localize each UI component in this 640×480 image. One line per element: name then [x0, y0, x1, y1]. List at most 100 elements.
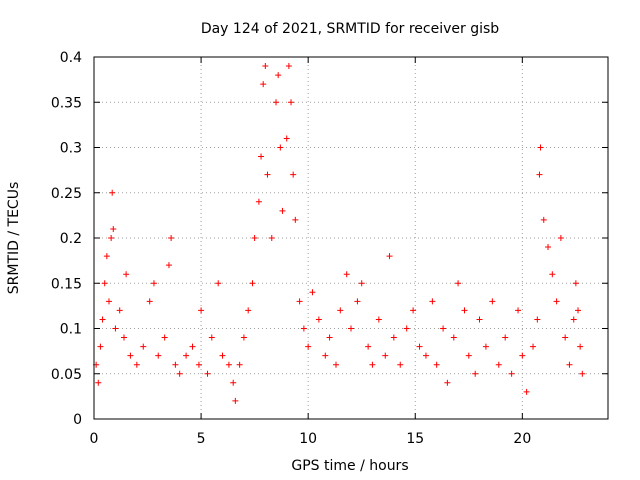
- data-point: [375, 316, 382, 323]
- data-point: [508, 370, 515, 377]
- data-point: [296, 298, 303, 305]
- data-point: [273, 99, 280, 106]
- data-point: [183, 352, 190, 359]
- data-point: [403, 325, 410, 332]
- data-point: [322, 352, 329, 359]
- data-point: [255, 198, 262, 205]
- data-point: [260, 81, 267, 88]
- data-point: [236, 361, 243, 368]
- data-point: [133, 361, 140, 368]
- data-point: [268, 235, 275, 241]
- data-point: [476, 316, 483, 323]
- data-point: [300, 325, 307, 332]
- data-point: [343, 271, 350, 278]
- data-point: [283, 135, 290, 142]
- data-point: [410, 307, 417, 314]
- y-tick-label: 0.2: [60, 231, 82, 247]
- data-point: [103, 253, 110, 260]
- data-point: [455, 280, 462, 287]
- x-tick-label: 0: [90, 431, 99, 447]
- data-point: [189, 343, 196, 350]
- data-point: [120, 334, 127, 341]
- y-tick-label: 0.3: [60, 141, 82, 157]
- data-point: [275, 72, 282, 79]
- data-point: [176, 370, 183, 377]
- data-point: [292, 216, 299, 223]
- data-point: [108, 235, 115, 241]
- data-point: [195, 361, 202, 368]
- data-point: [553, 298, 560, 305]
- data-point: [572, 280, 579, 287]
- data-point: [523, 388, 530, 395]
- data-point: [161, 334, 168, 341]
- data-point: [198, 307, 205, 314]
- x-tick-label: 5: [197, 431, 206, 447]
- data-point: [123, 271, 130, 278]
- data-point: [579, 370, 586, 377]
- data-point: [309, 289, 316, 296]
- axis-ticks: [93, 56, 608, 420]
- data-point: [575, 307, 582, 314]
- x-tick-labels: 0 5 10 15 20: [90, 431, 532, 447]
- y-tick-label: 0.05: [51, 367, 82, 383]
- x-tick-label: 15: [406, 431, 424, 447]
- data-point: [116, 307, 123, 314]
- data-point: [416, 343, 423, 350]
- data-point: [168, 235, 175, 241]
- data-point: [440, 325, 447, 332]
- data-point: [358, 280, 365, 287]
- data-point: [288, 99, 295, 106]
- data-point: [444, 379, 451, 386]
- data-point: [225, 361, 232, 368]
- data-point: [337, 307, 344, 314]
- data-point: [537, 144, 544, 151]
- data-point: [549, 271, 556, 278]
- grid-lines: [94, 57, 608, 419]
- data-point: [99, 316, 106, 323]
- data-point: [232, 397, 239, 404]
- data-point: [109, 189, 116, 196]
- data-point: [495, 361, 502, 368]
- data-point: [326, 334, 333, 341]
- data-point: [215, 280, 222, 287]
- x-axis-label: GPS time / hours: [291, 458, 408, 474]
- data-point: [557, 235, 564, 241]
- data-point: [251, 235, 258, 241]
- data-points: [93, 63, 586, 404]
- data-point: [230, 379, 237, 386]
- data-point: [110, 225, 117, 232]
- data-point: [146, 298, 153, 305]
- data-point: [369, 361, 376, 368]
- data-point: [150, 280, 157, 287]
- data-point: [397, 361, 404, 368]
- y-tick-label: 0.1: [60, 322, 82, 338]
- y-axis-label: SRMTID / TECUs: [6, 182, 22, 295]
- data-point: [95, 379, 102, 386]
- data-point: [365, 343, 372, 350]
- data-point: [502, 334, 509, 341]
- y-tick-label: 0.25: [51, 186, 82, 202]
- data-point: [386, 253, 393, 260]
- data-point: [315, 316, 322, 323]
- data-point: [165, 262, 172, 269]
- data-point: [433, 361, 440, 368]
- data-point: [482, 343, 489, 350]
- data-point: [566, 361, 573, 368]
- data-point: [155, 352, 162, 359]
- data-point: [97, 343, 104, 350]
- y-tick-label: 0.35: [51, 95, 82, 111]
- data-point: [285, 63, 292, 70]
- data-point: [472, 370, 479, 377]
- data-point: [240, 334, 247, 341]
- data-point: [249, 280, 256, 287]
- data-point: [112, 325, 119, 332]
- data-point: [577, 343, 584, 350]
- data-point: [140, 343, 147, 350]
- data-point: [465, 352, 472, 359]
- data-point: [101, 280, 108, 287]
- data-point: [562, 334, 569, 341]
- data-point: [279, 207, 286, 214]
- data-point: [127, 352, 134, 359]
- data-point: [348, 325, 354, 332]
